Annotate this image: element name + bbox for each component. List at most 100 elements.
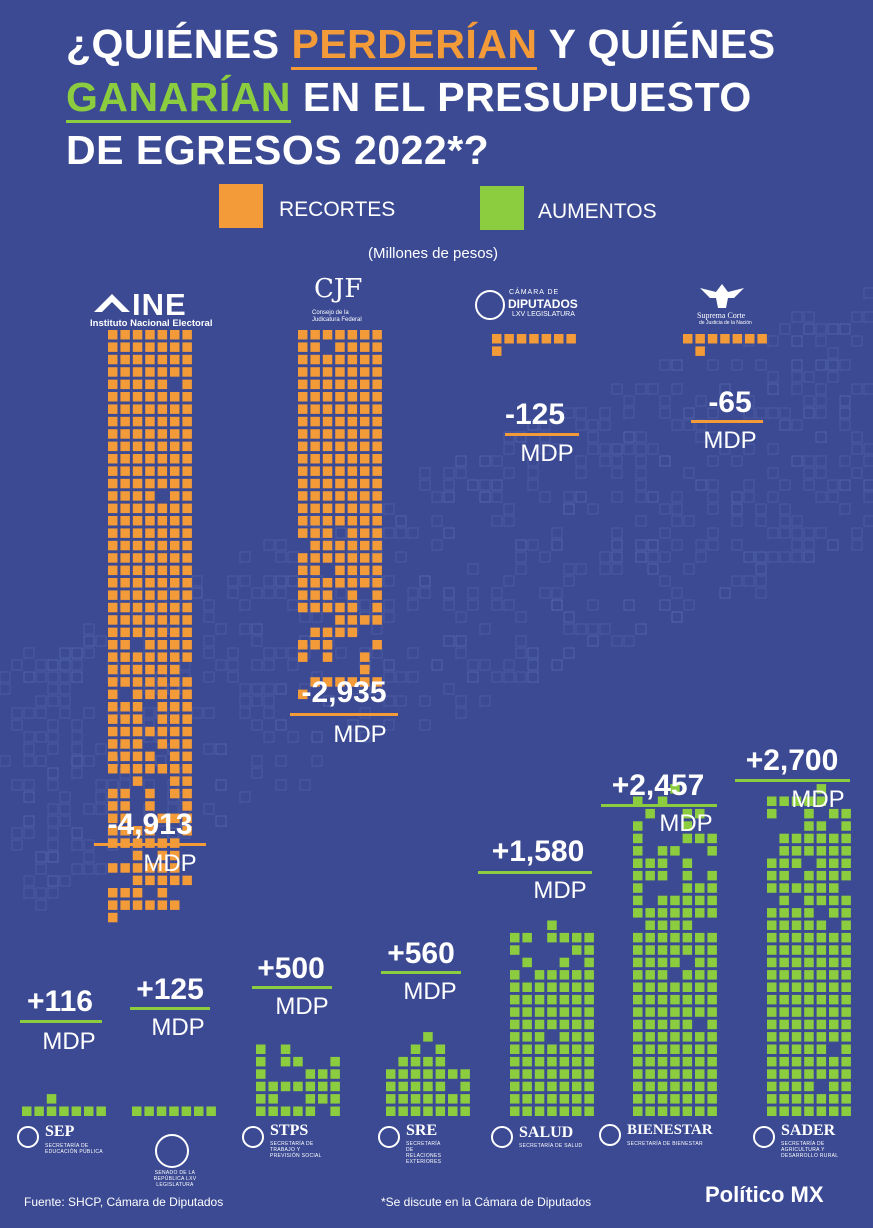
bar-block — [816, 1106, 827, 1116]
bar-block — [559, 1069, 570, 1079]
ine-value: -4,913 — [107, 808, 193, 841]
bar-block — [182, 404, 192, 414]
bar-block — [310, 578, 320, 588]
bar-block — [108, 677, 118, 687]
bar-block — [335, 330, 345, 340]
bar-block — [298, 404, 308, 414]
bar-block — [280, 1056, 291, 1067]
background-pixel — [563, 407, 575, 419]
background-pixel — [503, 443, 515, 455]
background-pixel — [575, 407, 587, 419]
ine-arrow-icon — [94, 294, 130, 312]
background-pixel — [203, 599, 215, 611]
background-pixel — [671, 383, 683, 395]
bar-block — [182, 813, 192, 824]
cjf-value: -2,935 — [301, 676, 387, 709]
bar-block — [360, 615, 370, 625]
bar-block — [268, 1081, 278, 1092]
bar-block — [310, 367, 320, 377]
background-pixel — [779, 419, 791, 431]
background-pixel — [407, 671, 419, 683]
background-pixel — [503, 431, 515, 443]
bar-block — [145, 826, 155, 836]
bar-block — [791, 1007, 802, 1017]
background-pixel — [227, 587, 239, 599]
bar-block — [829, 982, 839, 992]
bar-block — [695, 346, 705, 356]
bar-block — [347, 553, 358, 563]
background-pixel — [59, 875, 71, 887]
background-pixel — [527, 671, 539, 683]
bar-block — [682, 1106, 693, 1116]
scjn-logo-subtext: de Justicia de la Nación — [699, 320, 752, 326]
bar-block — [841, 908, 851, 918]
bar-block — [132, 739, 143, 749]
bar-block — [120, 553, 130, 563]
bar-block — [767, 1094, 777, 1104]
senado-logo-text: SENADO DE LA REPÚBLICA LXV LEGISLATURA — [153, 1170, 197, 1188]
bar-block — [298, 429, 308, 439]
bar-block — [460, 1069, 470, 1079]
bar-block — [170, 615, 180, 625]
background-pixel — [767, 371, 779, 383]
bar-block — [157, 602, 168, 613]
bar-block — [347, 627, 358, 638]
background-pixel — [191, 587, 203, 599]
bar-block — [829, 1069, 839, 1079]
bar-block — [108, 342, 118, 352]
bar-block — [144, 1106, 154, 1116]
bar-block — [335, 491, 345, 501]
background-pixel — [455, 611, 467, 623]
bienestar-seal-icon — [599, 1124, 621, 1146]
title-part-2: Y QUIÉNES — [537, 21, 776, 67]
bar-block — [322, 602, 333, 613]
bar-block — [120, 379, 130, 390]
background-pixel — [815, 431, 827, 443]
background-pixel — [455, 707, 467, 719]
background-pixel — [671, 419, 683, 431]
background-pixel — [71, 755, 83, 767]
bar-block — [695, 1094, 705, 1104]
bar-block — [145, 627, 155, 638]
bar-cjf — [298, 330, 382, 700]
bar-block — [682, 808, 693, 819]
bar-block — [170, 863, 180, 873]
bar-block — [108, 764, 118, 774]
bar-block — [280, 1106, 291, 1116]
bar-block — [145, 503, 155, 514]
bar-block — [816, 957, 827, 968]
bar-block — [547, 1069, 557, 1079]
background-pixel — [215, 743, 227, 755]
background-pixel — [431, 659, 443, 671]
background-pixel — [587, 635, 599, 647]
background-pixel — [647, 551, 659, 563]
background-pixel — [635, 623, 647, 635]
background-pixel — [59, 683, 71, 695]
bar-block — [322, 578, 333, 588]
bar-block — [132, 900, 143, 910]
bar-block — [670, 982, 680, 992]
bar-block — [157, 516, 168, 526]
bar-block — [559, 1081, 570, 1092]
bar-block — [791, 920, 802, 930]
bar-block — [335, 392, 345, 402]
bar-block — [804, 883, 814, 893]
bar-block — [572, 1032, 582, 1042]
background-pixel — [659, 503, 671, 515]
bar-block — [182, 466, 192, 476]
bar-block — [510, 1032, 520, 1042]
bar-block — [170, 776, 180, 786]
background-pixel — [251, 659, 263, 671]
bar-block — [510, 932, 520, 943]
bar-block — [791, 994, 802, 1005]
background-pixel — [623, 395, 635, 407]
bar-block — [145, 540, 155, 551]
bar-block — [182, 627, 192, 638]
bar-block — [670, 908, 680, 918]
background-pixel — [755, 551, 767, 563]
background-pixel — [791, 371, 803, 383]
bar-block — [791, 858, 802, 868]
bar-block — [170, 689, 180, 700]
bar-block — [534, 1007, 545, 1017]
background-pixel — [47, 743, 59, 755]
